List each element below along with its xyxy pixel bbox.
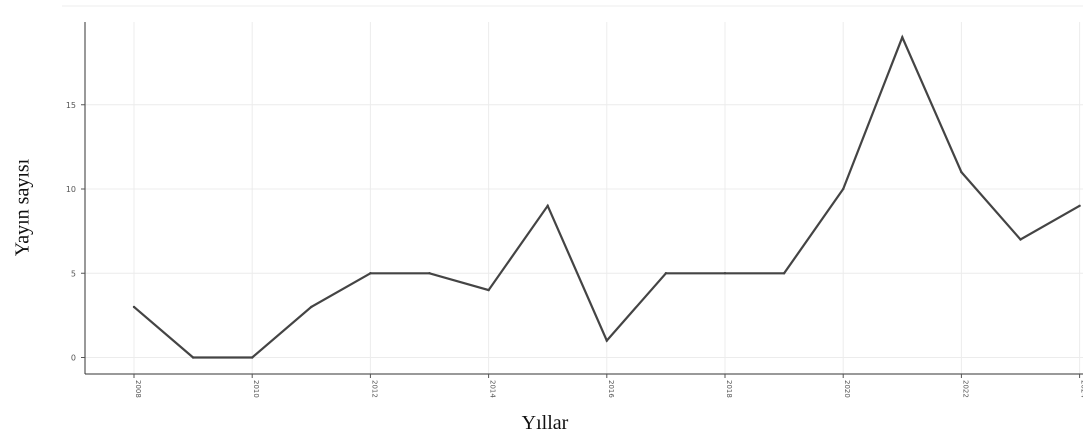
data-point (782, 272, 786, 275)
x-tick-label: 2018 (725, 380, 733, 398)
x-tick-label: 2012 (370, 380, 378, 398)
data-point (605, 339, 608, 342)
data-point (901, 36, 904, 39)
x-tick-label: 2014 (489, 380, 497, 398)
data-point (428, 272, 431, 275)
data-point (1019, 238, 1022, 241)
data-point (369, 272, 372, 275)
y-axis-title: Yayın sayısı (11, 158, 34, 257)
x-tick-label: 2010 (252, 380, 260, 398)
y-tick-label: 0 (71, 354, 76, 363)
data-point (664, 272, 668, 275)
y-tick-labels: 0 5 10 15 (66, 101, 85, 363)
x-tick-labels: 2008 2010 2012 2014 2016 2018 2020 2022 2024 (133, 374, 1083, 398)
data-point (310, 305, 313, 309)
data-point (487, 288, 490, 292)
y-tick-label: 15 (66, 101, 76, 110)
x-tick-label: 2020 (843, 380, 851, 398)
data-point (546, 204, 549, 208)
x-axis-title: Yıllar (521, 412, 569, 434)
data-point (960, 170, 963, 174)
y-tick-label: 10 (66, 185, 76, 194)
data-point (842, 187, 845, 191)
x-tick-label: 2022 (961, 380, 969, 398)
grid-lines (85, 22, 1083, 374)
x-tick-label: 2016 (607, 380, 615, 398)
x-tick-label: 2024 (1080, 380, 1083, 398)
data-point (723, 272, 727, 275)
data-point (191, 356, 195, 359)
data-points (132, 36, 1081, 359)
data-point (1078, 204, 1081, 208)
x-tick-label: 2008 (134, 380, 142, 398)
data-point (251, 356, 254, 359)
data-point (132, 305, 136, 309)
y-tick-label: 5 (71, 269, 76, 278)
